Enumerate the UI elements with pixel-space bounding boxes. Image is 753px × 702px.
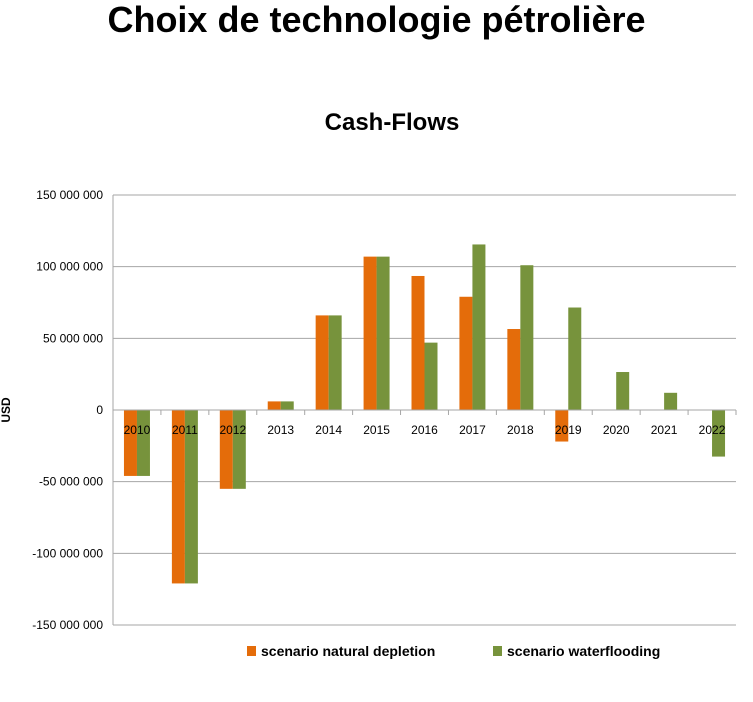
bar-natural-depletion-2019 <box>555 410 569 442</box>
bar-waterflooding-2021 <box>664 392 678 410</box>
x-tick-label: 2019 <box>555 423 582 437</box>
bar-natural-depletion-2011 <box>171 410 185 584</box>
y-axis-label: USD <box>0 397 13 423</box>
bar-natural-depletion-2013 <box>267 401 281 410</box>
y-tick-label: -50 000 000 <box>39 475 103 489</box>
bar-waterflooding-2015 <box>376 256 390 410</box>
x-tick-label: 2017 <box>459 423 486 437</box>
legend: scenario natural depletion scenario water… <box>247 643 660 659</box>
bar-waterflooding-2022 <box>712 410 726 457</box>
y-tick-label: -150 000 000 <box>32 618 103 632</box>
bar-waterflooding-2016 <box>424 342 438 410</box>
bar-natural-depletion-2016 <box>411 275 425 410</box>
bar-waterflooding-2011 <box>184 410 198 584</box>
x-tick-label: 2018 <box>507 423 534 437</box>
y-tick-label: 150 000 000 <box>36 188 103 202</box>
y-tick-label: 0 <box>96 403 103 417</box>
bar-natural-depletion-2018 <box>507 329 521 410</box>
x-tick-label: 2016 <box>411 423 438 437</box>
x-tick-label: 2015 <box>363 423 390 437</box>
x-tick-label: 2011 <box>172 423 198 437</box>
x-tick-label: 2013 <box>267 423 294 437</box>
legend-swatch <box>493 646 502 656</box>
legend-item-waterflooding: scenario waterflooding <box>493 643 660 659</box>
bar-waterflooding-2013 <box>280 401 294 410</box>
bar-waterflooding-2017 <box>472 244 486 410</box>
bars <box>123 244 726 584</box>
x-tick-label: 2022 <box>699 423 726 437</box>
bar-natural-depletion-2015 <box>363 256 377 410</box>
bar-waterflooding-2020 <box>616 372 630 410</box>
y-tick-label: -100 000 000 <box>32 546 103 560</box>
page-title: Choix de technologie pétrolière <box>107 0 646 40</box>
legend-item-natural-depletion: scenario natural depletion <box>247 643 435 659</box>
legend-label: scenario natural depletion <box>261 643 435 659</box>
bar-natural-depletion-2017 <box>459 296 473 410</box>
y-tick-label: 50 000 000 <box>43 331 103 345</box>
bar-waterflooding-2012 <box>232 410 246 489</box>
bar-waterflooding-2014 <box>328 315 342 410</box>
legend-label: scenario waterflooding <box>507 643 660 659</box>
bar-waterflooding-2018 <box>520 265 534 410</box>
bar-waterflooding-2019 <box>568 307 582 410</box>
x-tick-label: 2010 <box>124 423 151 437</box>
bar-natural-depletion-2010 <box>123 410 137 476</box>
bar-waterflooding-2010 <box>136 410 150 476</box>
x-tick-label: 2020 <box>603 423 630 437</box>
y-tick-label: 100 000 000 <box>36 260 103 274</box>
chart-title: Cash-Flows <box>325 109 460 136</box>
x-tick-label: 2012 <box>219 423 246 437</box>
x-tick-label: 2021 <box>651 423 678 437</box>
x-tick-label: 2014 <box>315 423 342 437</box>
bar-natural-depletion-2012 <box>219 410 233 489</box>
axes: 150 000 000 100 000 000 50 000 000 0 -50 000… <box>32 188 737 632</box>
legend-swatch <box>247 646 256 656</box>
bar-natural-depletion-2014 <box>315 315 329 410</box>
